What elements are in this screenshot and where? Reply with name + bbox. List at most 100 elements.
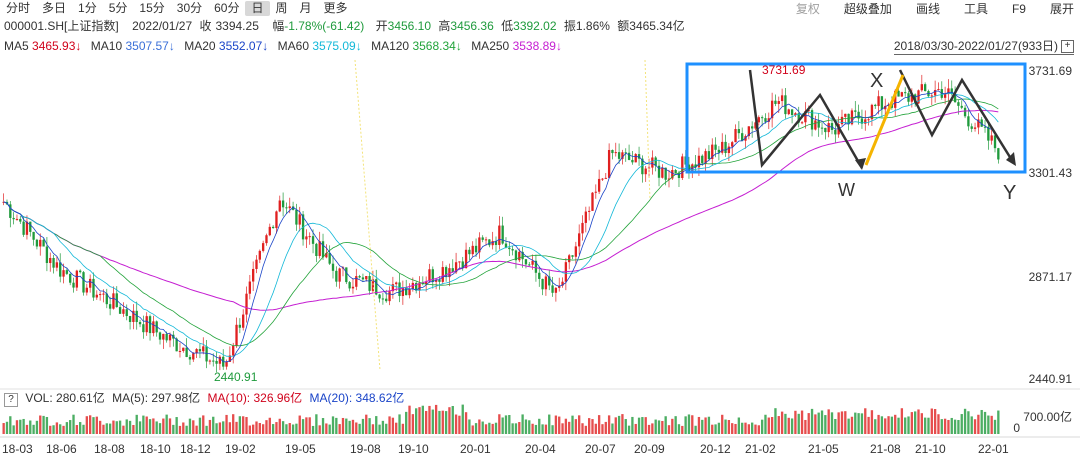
volume-bar — [767, 417, 770, 434]
candle-body — [584, 211, 587, 223]
candle-body — [381, 298, 385, 300]
volume-bar — [385, 423, 388, 434]
volume-bar — [760, 419, 764, 434]
candle-body — [960, 105, 963, 108]
volume-bar — [178, 425, 182, 434]
candle-body — [328, 252, 331, 264]
candle-body — [604, 177, 607, 179]
volume-bar — [561, 423, 564, 434]
volume-bar — [32, 424, 35, 434]
volume-bar — [415, 408, 418, 434]
candle-body — [840, 116, 844, 125]
plus-icon[interactable]: + — [1061, 40, 1074, 54]
candle-body — [904, 92, 907, 94]
volume-bar — [900, 408, 904, 434]
volume-bar — [731, 423, 734, 434]
tab-fenshi[interactable]: 分时 — [6, 1, 31, 15]
candle-body — [727, 146, 731, 154]
candle-body — [308, 236, 311, 238]
candle-body — [814, 120, 817, 130]
expand-button[interactable]: 展开 — [1049, 2, 1074, 16]
ma60-line — [3, 93, 999, 357]
volume-bar — [534, 424, 538, 434]
volume-bar — [165, 414, 168, 434]
volume-bar — [714, 424, 717, 434]
candle-body — [182, 347, 185, 351]
volume-bar — [554, 415, 558, 434]
candle-body — [734, 129, 737, 143]
high-annotation: 3731.69 — [762, 63, 806, 77]
candle-body — [750, 126, 754, 129]
candle-body — [185, 347, 188, 358]
volume-bar — [621, 414, 624, 434]
ma20-item: MA20 3552.07↓ — [184, 39, 269, 53]
volume-bar — [355, 422, 358, 434]
xaxis-tick: 19-08 — [350, 442, 381, 456]
candle-body — [874, 104, 877, 107]
candle-body — [857, 111, 860, 119]
volume-bar — [594, 423, 597, 434]
candle-body — [641, 158, 644, 175]
candle-body — [531, 260, 534, 265]
draw-line-button[interactable]: 画线 — [915, 2, 940, 16]
candle-body — [963, 107, 967, 117]
candle-body — [365, 276, 368, 280]
candle-body — [218, 356, 222, 364]
tab-5min[interactable]: 5分 — [108, 1, 128, 15]
volume-bar — [597, 415, 601, 434]
candle-body — [418, 282, 421, 291]
super-overlay-button[interactable]: 超级叠加 — [843, 2, 892, 16]
tab-daily[interactable]: 日 — [245, 1, 270, 16]
candle-body — [587, 210, 591, 212]
tab-weekly[interactable]: 周 — [275, 1, 288, 15]
candle-body — [49, 257, 52, 264]
volume-bar — [671, 418, 674, 434]
volume-bar — [770, 417, 774, 434]
volume-bar — [697, 416, 701, 434]
candle-body — [152, 321, 155, 334]
candle-body — [32, 231, 35, 240]
volume-bar — [857, 413, 860, 434]
volume-bar — [341, 417, 345, 434]
candle-body — [59, 262, 62, 277]
tab-multi-day[interactable]: 多日 — [42, 1, 67, 15]
date-range-selector[interactable]: 2018/03/30-2022/01/27(933日) + — [893, 38, 1074, 55]
volume-bar — [711, 424, 714, 434]
volume-bar — [411, 414, 415, 434]
volume-bar — [558, 416, 561, 434]
volume-bar — [261, 424, 265, 434]
candle-body — [581, 222, 584, 234]
candle-body — [561, 281, 564, 286]
volume-bar — [661, 420, 664, 434]
candle-body — [797, 113, 800, 123]
candle-body — [295, 209, 298, 225]
restore-rights-button[interactable]: 复权 — [795, 2, 820, 16]
volume-bar — [834, 418, 837, 434]
candle-body — [175, 338, 178, 352]
candle-body — [594, 191, 597, 193]
volume-bar — [461, 404, 464, 434]
volume-bar — [388, 416, 391, 434]
candle-body — [717, 149, 721, 153]
arrow-head-y — [1006, 152, 1016, 166]
tab-monthly[interactable]: 月 — [299, 1, 312, 15]
tab-30min[interactable]: 30分 — [176, 1, 203, 15]
tab-more[interactable]: 更多 — [323, 1, 348, 15]
help-icon[interactable]: ? — [4, 393, 18, 407]
volume-bar — [521, 414, 524, 434]
volume-bar — [218, 422, 222, 434]
f9-button[interactable]: F9 — [1011, 1, 1026, 16]
candle-body — [474, 245, 478, 253]
tab-1min[interactable]: 1分 — [78, 1, 97, 15]
tab-60min[interactable]: 60分 — [214, 1, 240, 15]
volume-bar — [228, 422, 232, 434]
xaxis-tick: 20-01 — [460, 442, 491, 456]
tab-15min[interactable]: 15分 — [139, 1, 165, 15]
candle-body — [408, 288, 411, 296]
candle-body — [245, 293, 248, 315]
change-value: 幅-1.78%(-61.42) — [272, 19, 365, 33]
candle-body — [990, 135, 993, 141]
candle-body — [451, 268, 454, 273]
tools-button[interactable]: 工具 — [963, 2, 988, 16]
